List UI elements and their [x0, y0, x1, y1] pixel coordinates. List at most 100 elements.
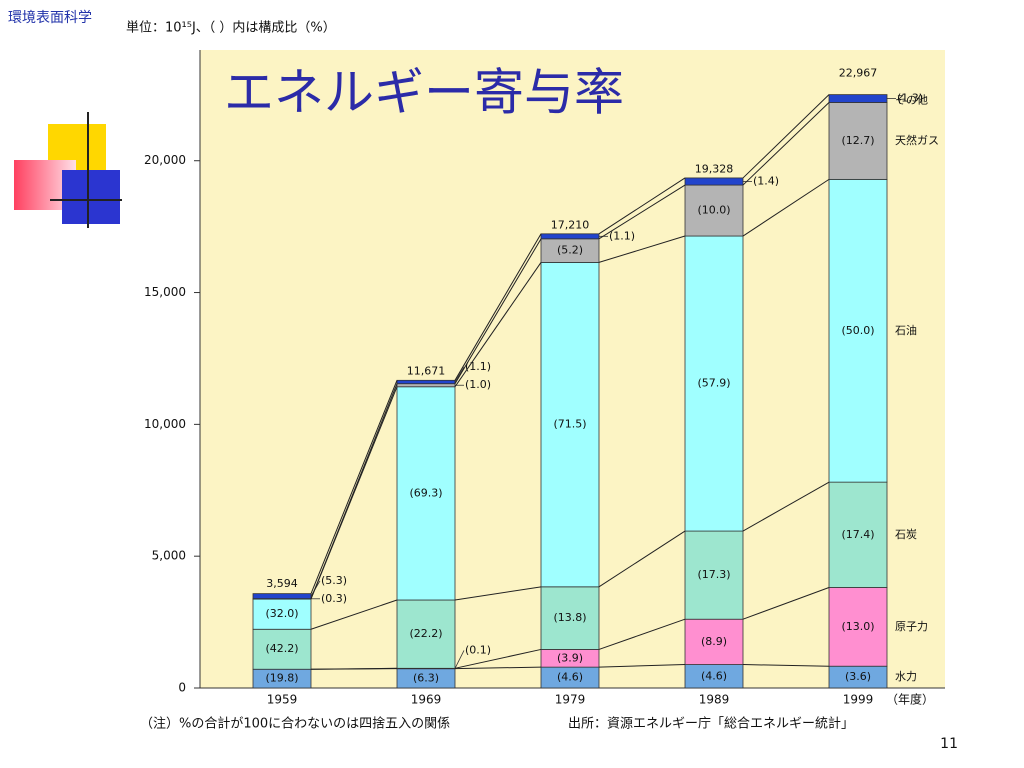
bar-segment — [828, 94, 888, 103]
value-label: (5.2) — [557, 244, 583, 257]
total-label: 22,967 — [839, 67, 878, 80]
connector — [454, 238, 542, 384]
legend-label: 原子力 — [895, 620, 928, 633]
connector — [310, 599, 398, 630]
bar-segment — [540, 586, 600, 650]
connector — [454, 666, 542, 670]
bar-segment — [396, 383, 456, 388]
value-label: (42.2) — [265, 642, 298, 655]
bar-segment — [828, 178, 888, 483]
value-label: (50.0) — [841, 324, 874, 337]
connector — [598, 177, 686, 235]
bar-segment — [828, 587, 888, 667]
total-label: 3,594 — [266, 577, 298, 590]
header: 環境表面科学 — [8, 10, 92, 26]
chart-title: エネルギー寄与率 — [224, 64, 624, 122]
value-label: (3.9) — [557, 651, 583, 664]
x-tick-label: 1959 — [267, 693, 298, 707]
value-label: (57.9) — [697, 377, 730, 390]
legend-label: 水力 — [895, 670, 917, 683]
value-label: (1.1) — [609, 229, 635, 242]
x-tick-label: 1999 — [843, 693, 874, 707]
value-label: (1.3) — [897, 92, 923, 105]
value-label: (4.6) — [557, 671, 583, 684]
note: （注）%の合計が100に合わないのは四捨五入の関係 — [140, 716, 450, 732]
connector — [742, 481, 830, 532]
total-label: 19,328 — [695, 162, 734, 175]
value-label: (1.0) — [465, 378, 491, 391]
value-label: (17.3) — [697, 568, 730, 581]
value-label: (8.9) — [701, 635, 727, 648]
connector — [598, 618, 686, 650]
connector — [742, 102, 830, 186]
connector — [742, 664, 830, 667]
value-label: (5.3) — [321, 574, 347, 587]
y-tick-label: 10,000 — [144, 417, 186, 431]
value-label: (32.0) — [265, 607, 298, 620]
value-label: (0.3) — [321, 592, 347, 605]
value-label: (13.8) — [553, 611, 586, 624]
value-label: (4.6) — [701, 669, 727, 682]
unit-label: 単位：10¹⁵J、（ ）内は構成比（%） — [126, 20, 336, 36]
x-tick-label: 1989 — [699, 693, 730, 707]
connector — [742, 178, 830, 237]
x-tick-label: 1979 — [555, 693, 586, 707]
x-tick-label: 1969 — [411, 693, 442, 707]
source: 出所：資源エネルギー庁「総合エネルギー統計」 — [568, 716, 854, 732]
bar-segment — [252, 628, 312, 670]
legend-label: 石炭 — [895, 528, 917, 541]
x-axis-label: （年度） — [886, 692, 934, 707]
value-label: (10.0) — [697, 204, 730, 217]
bar-segment — [684, 177, 744, 186]
bar-segment — [252, 593, 312, 600]
value-label: (12.7) — [841, 134, 874, 147]
y-tick-label: 0 — [178, 681, 186, 695]
value-label: (1.4) — [753, 175, 779, 188]
value-label: (6.3) — [413, 671, 439, 684]
y-tick-label: 15,000 — [144, 285, 186, 299]
page-number: 11 — [940, 736, 958, 752]
connector — [454, 262, 542, 388]
bar-segment — [684, 530, 744, 620]
bar-segment — [540, 262, 600, 588]
y-tick-label: 5,000 — [152, 549, 186, 563]
connector — [310, 667, 398, 670]
legend-label: 天然ガス — [895, 133, 939, 147]
value-label: (3.6) — [845, 670, 871, 683]
bar-segment — [828, 102, 888, 180]
connector — [598, 530, 686, 588]
value-label: (69.3) — [409, 486, 442, 499]
value-label: (17.4) — [841, 528, 874, 541]
total-label: 11,671 — [407, 364, 446, 377]
connector — [742, 94, 830, 179]
connector — [310, 383, 398, 599]
connector — [742, 587, 830, 620]
connector — [310, 380, 398, 594]
connector — [598, 184, 686, 240]
value-label: (71.5) — [553, 418, 586, 431]
decoration — [14, 112, 122, 228]
connector — [454, 233, 542, 381]
legend-label: 石油 — [895, 323, 917, 337]
connector — [598, 235, 686, 263]
bar-segment — [540, 233, 600, 240]
bar-segment — [684, 184, 744, 237]
bar-segment — [828, 481, 888, 588]
bar-segment — [396, 599, 456, 669]
value-label: (19.8) — [265, 672, 298, 685]
connector — [598, 664, 686, 668]
label-leader — [454, 650, 465, 669]
bar-segment — [252, 598, 312, 630]
y-tick-label: 20,000 — [144, 153, 186, 167]
value-label: (0.1) — [465, 643, 491, 656]
bar-segment — [396, 379, 456, 385]
label-leader — [454, 367, 465, 383]
value-label: (13.0) — [841, 620, 874, 633]
legend-label: その他 — [895, 94, 928, 107]
bar-segment — [684, 235, 744, 532]
connector — [454, 586, 542, 601]
value-label: (22.2) — [409, 627, 442, 640]
total-label: 17,210 — [551, 218, 590, 231]
connector — [454, 648, 542, 669]
